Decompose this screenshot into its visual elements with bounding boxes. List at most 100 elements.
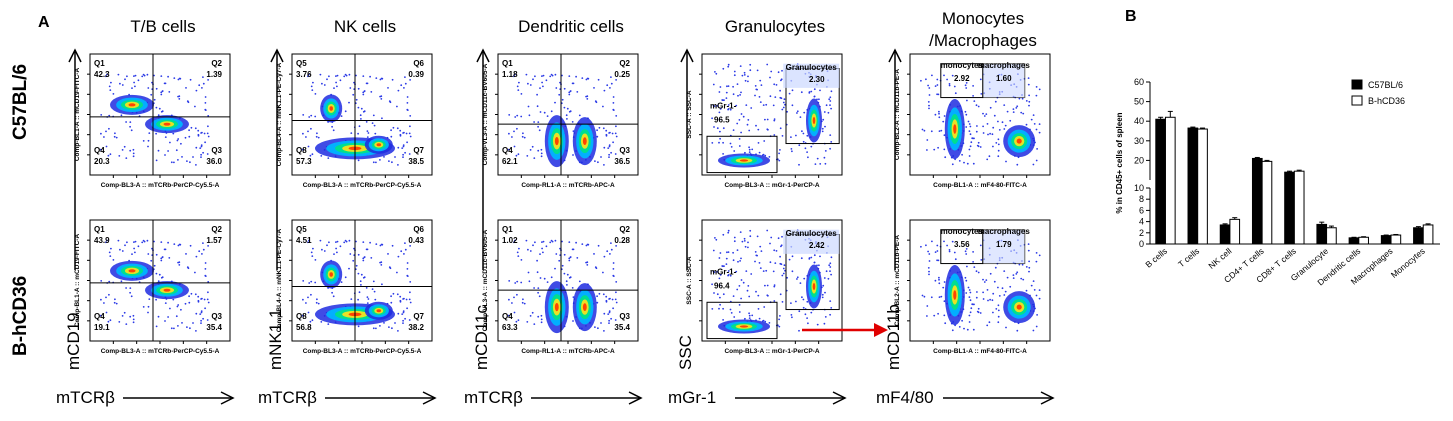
quadrant-name: Q6	[413, 59, 424, 68]
bar	[1413, 227, 1424, 245]
gate-value: 2.92	[954, 74, 970, 83]
quadrant-value: 1.57	[206, 236, 222, 245]
flow-plot-0-0: Comp-BL3-A :: mTCRb-PerCP-Cy5.5-A Comp-BL…	[74, 53, 231, 189]
quadrant-value: 19.1	[94, 323, 110, 332]
bar	[1422, 224, 1434, 245]
quadrant-name: Q4	[94, 312, 105, 321]
quadrant-name: Q5	[296, 225, 307, 234]
y-tick-label: 8	[1139, 194, 1144, 204]
gate-value: 1.60	[996, 74, 1012, 83]
quadrant-value: 57.3	[296, 157, 312, 166]
flow-plot-1-1: Comp-BL3-A :: mTCRb-PerCP-Cy5.5-A Comp-BL…	[276, 219, 433, 355]
y-tick-label: 50	[1134, 97, 1144, 107]
bar	[1390, 234, 1402, 245]
quadrant-value: 62.1	[502, 157, 518, 166]
y-axis-label: Comp-BL1-A :: mCD19-FITC-A	[74, 234, 81, 328]
bar	[1380, 235, 1392, 245]
density-plot	[301, 239, 412, 332]
density-plot	[920, 239, 1041, 332]
x-marker-label: mTCRβ	[464, 388, 523, 407]
x-axis-label: Comp-BL1-A :: mF4-80-FITC-A	[933, 182, 1027, 189]
quadrant-name: Q3	[211, 146, 222, 155]
y-axis-label: Comp-VL3-A :: mCD11c-BV605-A	[482, 63, 489, 165]
density-plot	[920, 73, 1041, 166]
bar	[1187, 127, 1199, 245]
x-axis-label: Comp-BL3-A :: mGr-1-PerCP-A	[724, 182, 819, 189]
quadrant-name: Q2	[211, 225, 222, 234]
quadrant-value: 20.3	[94, 157, 110, 166]
x-axis-label: Comp-BL3-A :: mTCRb-PerCP-Cy5.5-A	[101, 182, 220, 189]
flow-plot-2-0: Comp-RL1-A :: mTCRb-APC-A Comp-VL3-A :: m…	[482, 53, 639, 189]
gate-value: 2.30	[809, 75, 825, 84]
gate-value: 3.56	[954, 240, 970, 249]
bar	[1197, 128, 1208, 245]
quadrant-value: 35.4	[614, 323, 630, 332]
quadrant-value: 1.39	[206, 70, 222, 79]
y-marker-label: mNK1.1	[266, 308, 285, 370]
quadrant-value: 3.76	[296, 70, 312, 79]
legend-label: C57BL/6	[1368, 80, 1403, 90]
density-plot	[507, 239, 618, 334]
x-marker-label: mTCRβ	[258, 388, 317, 407]
legend-label: B-hCD36	[1368, 96, 1405, 106]
x-axis-label: Comp-BL3-A :: mGr-1-PerCP-A	[724, 348, 819, 355]
row-label-c57: C57BL/6	[10, 63, 31, 140]
quadrant-value: 43.9	[94, 236, 110, 245]
category-label: NK cell	[1206, 246, 1233, 271]
quadrant-name: Q3	[619, 312, 630, 321]
bar	[1316, 223, 1328, 245]
quadrant-value: 0.39	[408, 70, 424, 79]
quadrant-value: 0.25	[614, 70, 630, 79]
category-label: Monocytes	[1389, 246, 1427, 280]
x-axis-label: Comp-BL3-A :: mTCRb-PerCP-Cy5.5-A	[101, 348, 220, 355]
flow-plot-0-1: Comp-BL3-A :: mTCRb-PerCP-Cy5.5-A Comp-BL…	[74, 219, 231, 355]
density-plot	[711, 63, 833, 168]
flow-plot-3-0: Comp-BL3-A :: mGr-1-PerCP-A SSC-A :: SSC-…	[686, 53, 843, 189]
quadrant-name: Q4	[94, 146, 105, 155]
gate-value: 2.42	[809, 241, 825, 250]
quadrant-name: Q6	[413, 225, 424, 234]
y-marker-label: mCD19	[64, 312, 83, 370]
quadrant-value: 4.51	[296, 236, 312, 245]
quadrant-name: Q1	[94, 59, 105, 68]
bar	[1358, 236, 1369, 245]
y-tick-label: 0	[1139, 239, 1144, 249]
quadrant-name: Q4	[502, 312, 513, 321]
quadrant-name: Q8	[296, 146, 307, 155]
category-label: T cells	[1176, 246, 1201, 269]
gate-name: Granulocytes	[786, 63, 838, 72]
quadrant-name: Q2	[619, 225, 630, 234]
bar	[1293, 170, 1305, 245]
flow-plot-3-1: Comp-BL3-A :: mGr-1-PerCP-A SSC-A :: SSC-…	[686, 219, 843, 355]
quadrant-value: 42.3	[94, 70, 110, 79]
gate-name: macrophages	[978, 227, 1031, 236]
quadrant-value: 36.5	[614, 157, 630, 166]
quadrant-name: Q3	[619, 146, 630, 155]
bar	[1155, 118, 1166, 245]
y-tick-label: 60	[1134, 77, 1144, 87]
quadrant-name: Q7	[413, 312, 424, 321]
bar	[1251, 157, 1263, 245]
bar	[1348, 237, 1360, 245]
legend-swatch	[1351, 95, 1363, 106]
gate-value: 1.79	[996, 240, 1012, 249]
y-tick-label: 40	[1134, 116, 1144, 126]
y-axis-title: % in CD45+ cells of spleen	[1115, 112, 1124, 213]
flow-plot-1-0: Comp-BL3-A :: mTCRb-PerCP-Cy5.5-A Comp-BL…	[276, 53, 433, 189]
bar	[1284, 171, 1295, 245]
gate-name: mGr-1-	[710, 267, 737, 276]
row-label-hcd36: B-hCD36	[10, 275, 31, 356]
x-marker-label: mGr-1	[668, 388, 717, 407]
quadrant-name: Q2	[211, 59, 222, 68]
quadrant-name: Q1	[502, 225, 513, 234]
quadrant-value: 38.2	[408, 323, 424, 332]
gate-name: macrophages	[978, 61, 1031, 70]
y-axis-label: Comp-BL4-A :: mNK1.1-PE-Cy7-A	[276, 228, 283, 332]
quadrant-value: 1.18	[502, 70, 518, 79]
density-plot	[507, 73, 618, 168]
quadrant-value: 56.8	[296, 323, 312, 332]
quadrant-name: Q2	[619, 59, 630, 68]
x-axis-label: Comp-BL1-A :: mF4-80-FITC-A	[933, 348, 1027, 355]
y-axis-label: SSC-A :: SSC-A	[686, 90, 693, 138]
